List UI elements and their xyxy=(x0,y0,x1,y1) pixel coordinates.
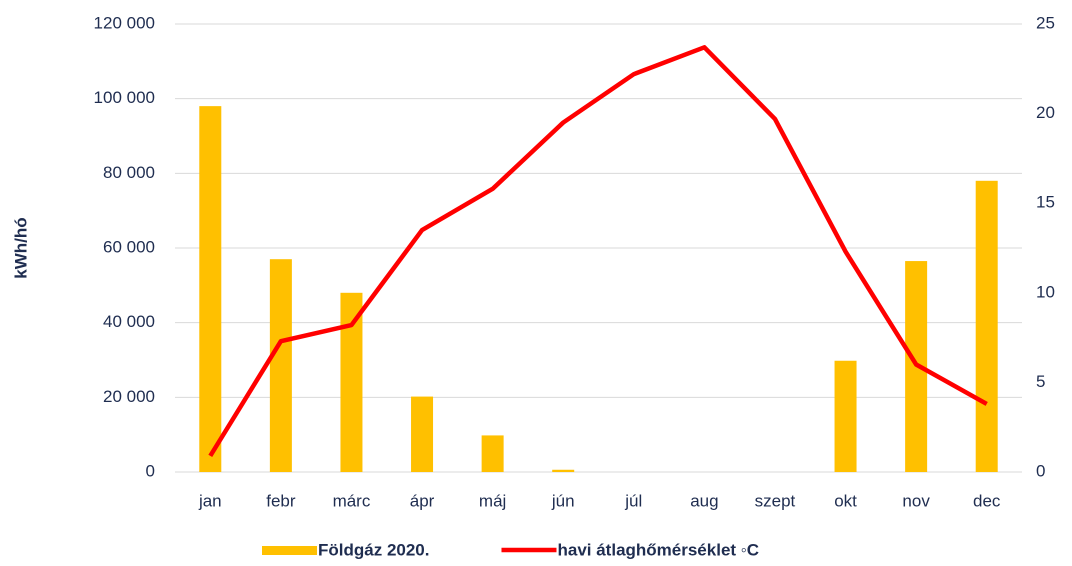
y-tick-label: 80 000 xyxy=(103,163,155,182)
bar xyxy=(411,396,434,472)
y-tick-label: 0 xyxy=(146,461,155,480)
bar xyxy=(975,180,998,473)
x-tick-label: dec xyxy=(973,491,1001,510)
bar xyxy=(552,469,575,472)
x-tick-label: ápr xyxy=(410,491,435,510)
bar xyxy=(481,435,504,472)
x-tick-label: nov xyxy=(902,491,930,510)
legend-label: havi átlaghőmérséklet ◦C xyxy=(557,540,759,559)
y2-tick-label: 20 xyxy=(1036,103,1055,122)
y2-tick-label: 5 xyxy=(1036,372,1045,391)
x-tick-label: jan xyxy=(198,491,222,510)
x-tick-label: aug xyxy=(690,491,718,510)
x-tick-label: jún xyxy=(551,491,575,510)
y-tick-label: 120 000 xyxy=(94,13,155,32)
y2-tick-label: 15 xyxy=(1036,193,1055,212)
legend-label: Földgáz 2020. xyxy=(318,540,429,559)
bar xyxy=(269,259,292,472)
bar xyxy=(834,360,857,472)
y-tick-label: 60 000 xyxy=(103,237,155,256)
bar xyxy=(199,106,222,472)
y-tick-label: 20 000 xyxy=(103,387,155,406)
x-tick-label: okt xyxy=(834,491,857,510)
y-axis-label: kWh/hó xyxy=(11,217,30,278)
x-tick-label: febr xyxy=(266,491,296,510)
legend-swatch xyxy=(262,546,317,555)
y-tick-label: 40 000 xyxy=(103,312,155,331)
x-tick-label: szept xyxy=(755,491,796,510)
x-tick-label: júl xyxy=(624,491,642,510)
bar xyxy=(340,292,363,472)
y2-tick-label: 10 xyxy=(1036,282,1055,301)
y2-tick-label: 0 xyxy=(1036,461,1045,480)
y2-tick-label: 25 xyxy=(1036,13,1055,32)
x-tick-label: márc xyxy=(333,491,371,510)
line xyxy=(208,45,988,458)
x-tick-label: máj xyxy=(479,491,506,510)
y-tick-label: 100 000 xyxy=(94,88,155,107)
